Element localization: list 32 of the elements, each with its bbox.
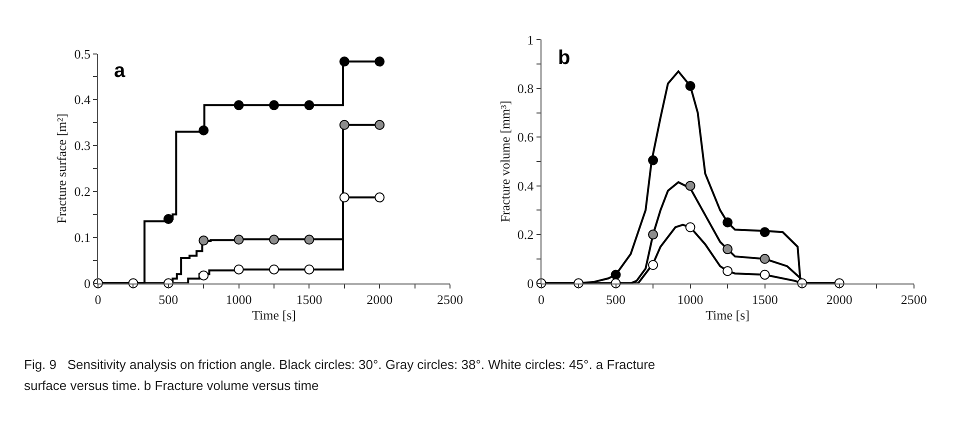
y-tick-label: 0.8 (517, 80, 534, 96)
y-tick-label: 0 (527, 276, 534, 291)
y-tick-label: 0.3 (74, 138, 90, 154)
x-tick-label: 1500 (752, 292, 778, 307)
y-tick-label: 0.4 (74, 92, 91, 108)
x-tick-label: 500 (158, 292, 178, 307)
x-tick-label: 1000 (226, 292, 252, 307)
x-axis-title: Time [s] (252, 307, 296, 322)
x-tick-label: 2500 (436, 292, 463, 307)
text: surface versus time. b Fracture volume versus time (24, 378, 319, 393)
y-axis-title: Fracture volume [mm³] (497, 100, 512, 222)
annotation: b (558, 47, 570, 69)
x-tick-label: 1500 (296, 292, 322, 307)
y-tick-label: 1 (527, 32, 534, 48)
y-tick-label: 0.6 (517, 130, 534, 145)
y-tick-label: 0.1 (74, 230, 90, 245)
y-tick-label: 0.2 (517, 227, 534, 242)
caption: Fig. 9 Sensitivity analysis on friction angle. Black circles: 30°. Gray circles: 38°. White circles: 45°. a Fracture (24, 357, 656, 372)
y-axis-title: Fracture surface [m²] (54, 113, 70, 224)
x-axis-title: Time [s] (706, 307, 750, 322)
x-tick-label: 0 (94, 292, 102, 307)
x-tick-label: 1000 (677, 292, 704, 307)
x-tick-label: 2500 (900, 292, 927, 307)
y-tick-label: 0.2 (74, 184, 90, 199)
x-tick-label: 2000 (826, 292, 852, 307)
y-tick-label: 0 (84, 276, 90, 291)
annotation: a (114, 60, 126, 82)
y-tick-label: 0.4 (517, 178, 534, 194)
x-tick-label: 0 (538, 292, 544, 307)
x-tick-label: 2000 (366, 292, 393, 307)
y-tick-label: 0.5 (74, 46, 90, 62)
x-tick-label: 500 (606, 292, 626, 307)
